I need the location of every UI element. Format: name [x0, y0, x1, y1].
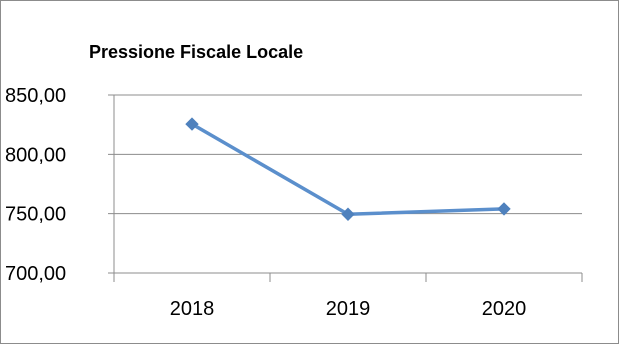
y-tick-labels: 700,00 750,00 800,00 850,00	[5, 85, 66, 285]
x-tick-labels: 2018 2019 2020	[170, 298, 527, 320]
y-tick-label: 850,00	[5, 85, 66, 107]
gridlines	[108, 94, 582, 215]
data-point-marker	[497, 202, 511, 216]
y-tick-label: 750,00	[5, 204, 66, 226]
chart-title: Pressione Fiscale Locale	[89, 42, 303, 62]
x-tick-label: 2020	[482, 298, 527, 320]
x-tick-label: 2018	[170, 298, 215, 320]
y-tick-label: 700,00	[5, 263, 66, 285]
axes	[108, 95, 583, 282]
series-layer	[185, 117, 511, 221]
y-tick-label: 800,00	[5, 144, 66, 166]
data-point-marker	[185, 117, 199, 131]
x-tick-label: 2019	[326, 298, 371, 320]
series-line	[191, 122, 505, 217]
data-point-marker	[341, 207, 355, 221]
